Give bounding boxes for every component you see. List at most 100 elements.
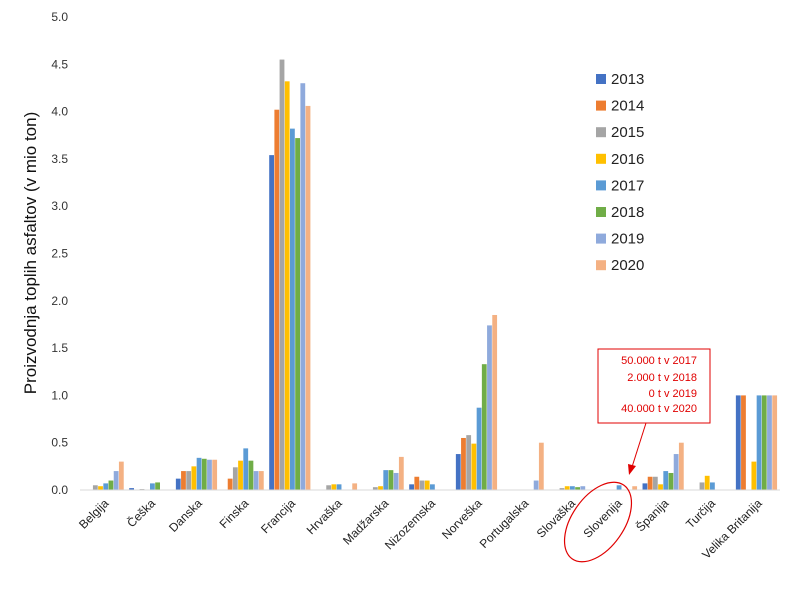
category-group [533, 442, 544, 490]
category-group [735, 395, 778, 490]
category-group [269, 59, 311, 491]
legend-swatch [596, 127, 606, 138]
bar [232, 467, 238, 490]
bar [191, 466, 197, 490]
y-axis: 0.0 0.5 1.0 1.5 2.0 2.5 3.0 3.5 4.0 4.5 5.0 [51, 10, 68, 497]
bar [388, 470, 394, 490]
bar [430, 484, 435, 490]
x-tick-label: Norveška [439, 496, 485, 542]
legend-swatch [596, 100, 606, 111]
x-tick-label: Slovaška [534, 496, 579, 541]
bar [575, 487, 580, 490]
category-group [559, 486, 586, 490]
bar [248, 460, 254, 490]
x-tick-label: Hrvaška [304, 496, 345, 537]
bar [378, 486, 383, 490]
bar [284, 81, 290, 490]
category-group [175, 457, 218, 490]
bar [129, 488, 134, 490]
bar [258, 471, 264, 490]
legend-swatch [596, 180, 606, 191]
legend-item: 2017 [596, 177, 644, 194]
annotation-arrow-head [628, 464, 636, 475]
bar [326, 485, 332, 490]
annotation-arrow-line [631, 422, 647, 468]
legend-swatch [596, 74, 606, 84]
y-tick-label: 4.0 [51, 105, 68, 119]
x-tick-label: Češka [123, 495, 158, 530]
y-tick-label: 1.5 [51, 341, 68, 355]
legend-swatch [596, 153, 606, 164]
annotation-line: 0 t v 2019 [649, 388, 697, 400]
annotation-ellipse [563, 481, 633, 563]
bar [243, 448, 249, 490]
bar [564, 486, 570, 490]
bar [113, 471, 119, 490]
bar [632, 486, 638, 490]
annotation-box [597, 348, 711, 424]
bar [772, 395, 778, 490]
bar [175, 478, 181, 490]
y-tick-label: 1.0 [51, 388, 68, 402]
category-group [409, 476, 435, 490]
bar [652, 476, 658, 490]
bar [212, 459, 218, 490]
bar [466, 435, 472, 490]
x-tick-label: Turčija [683, 496, 718, 531]
bar [196, 457, 202, 490]
bar [559, 488, 565, 490]
bar [616, 485, 622, 490]
y-tick-label: 0.0 [51, 483, 68, 497]
bar [476, 407, 482, 490]
bar [570, 486, 575, 490]
bar [207, 459, 212, 490]
bar [290, 128, 295, 491]
bar [253, 471, 259, 490]
bar [300, 83, 306, 490]
bar [227, 478, 233, 490]
y-tick-label: 3.0 [51, 199, 68, 213]
bar [658, 484, 663, 490]
bar [761, 395, 767, 490]
bar [673, 454, 679, 490]
bar [419, 480, 425, 490]
x-tick-label: Belgija [76, 496, 112, 532]
legend-item: 2015 [596, 124, 644, 141]
legend-item: 2018 [596, 204, 644, 221]
bar [741, 395, 746, 490]
bar [118, 461, 124, 490]
x-tick-label: Finska [217, 496, 252, 531]
bar [767, 395, 772, 490]
legend-swatch [596, 207, 606, 217]
bar [238, 460, 243, 490]
bar [756, 395, 762, 490]
annotation-line: 2.000 t v 2018 [627, 372, 697, 384]
bar [678, 442, 684, 490]
bar [735, 395, 741, 490]
bar [461, 437, 466, 490]
bar [471, 443, 477, 490]
category-group [326, 483, 358, 490]
bar [393, 472, 399, 490]
legend-item: 2013 [596, 71, 644, 88]
legend-label: 2015 [611, 124, 644, 141]
bar [295, 138, 300, 490]
category-group [372, 456, 404, 490]
bar [487, 325, 492, 490]
category-group [699, 475, 715, 490]
annotation-line: 50.000 t v 2017 [621, 355, 697, 367]
bar [103, 483, 109, 490]
y-axis-label: Proizvodnja toplih asfaltov (v mio ton) [21, 112, 40, 395]
bar [352, 483, 358, 490]
bar [751, 461, 757, 490]
bar [98, 486, 103, 490]
bar [668, 472, 674, 490]
bar [108, 480, 114, 490]
y-tick-label: 0.5 [51, 436, 68, 450]
bar [647, 476, 653, 490]
legend-swatch [596, 260, 606, 271]
bar [409, 484, 414, 490]
x-tick-label: Slovenija [580, 496, 625, 541]
bar [642, 483, 648, 490]
